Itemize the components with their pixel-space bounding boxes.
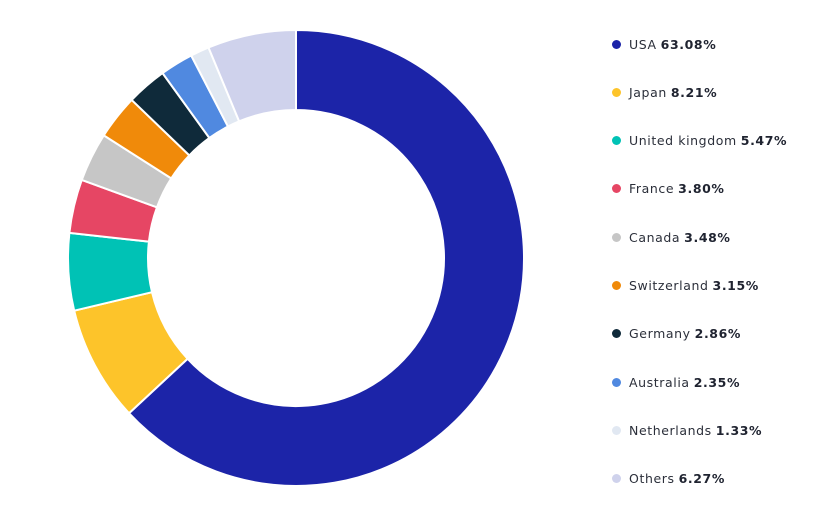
legend-label: Australia bbox=[629, 374, 690, 390]
legend-item-australia: Australia 2.35% bbox=[612, 372, 787, 392]
chart-legend: USA 63.08% Japan 8.21% United kingdom 5.47% Fr… bbox=[612, 34, 787, 517]
legend-label: USA bbox=[629, 36, 657, 52]
legend-value: 3.15% bbox=[712, 277, 759, 293]
legend-dot bbox=[612, 136, 621, 146]
legend-item-japan: Japan 8.21% bbox=[612, 82, 787, 102]
legend-label: Netherlands bbox=[629, 422, 712, 438]
legend-item-united-kingdom: United kingdom 5.47% bbox=[612, 131, 787, 151]
legend-value: 3.48% bbox=[684, 229, 731, 245]
legend-label: Canada bbox=[629, 229, 681, 245]
slice-others bbox=[207, 29, 297, 123]
legend-item-usa: USA 63.08% bbox=[612, 34, 787, 54]
legend-value: 8.21% bbox=[670, 84, 718, 100]
legend-label: United kingdom bbox=[629, 133, 737, 149]
legend-value: 1.33% bbox=[715, 422, 763, 438]
legend-item-netherlands: Netherlands 1.33% bbox=[612, 420, 787, 440]
legend-value: 2.86% bbox=[694, 326, 742, 342]
legend-item-germany: Germany 2.86% bbox=[612, 324, 787, 344]
legend-dot bbox=[612, 87, 621, 97]
legend-item-switzerland: Switzerland 3.15% bbox=[612, 275, 787, 295]
legend-value: 5.47% bbox=[740, 133, 788, 149]
legend-value: 6.27% bbox=[678, 471, 725, 487]
legend-value: 3.80% bbox=[678, 181, 725, 197]
legend-dot bbox=[612, 329, 621, 339]
legend-dot bbox=[612, 280, 621, 290]
legend-item-france: France 3.80% bbox=[612, 179, 787, 199]
legend-label: Japan bbox=[629, 84, 667, 100]
donut-chart bbox=[67, 29, 525, 487]
legend-dot bbox=[612, 39, 621, 49]
legend-label: Germany bbox=[629, 326, 691, 342]
legend-dot bbox=[612, 377, 621, 387]
legend-label: Others bbox=[629, 471, 675, 487]
legend-dot bbox=[612, 474, 621, 484]
legend-label: Switzerland bbox=[629, 277, 709, 293]
slice-usa bbox=[128, 29, 525, 487]
legend-dot bbox=[612, 425, 621, 435]
legend-dot bbox=[612, 184, 621, 194]
legend-dot bbox=[612, 232, 621, 242]
legend-value: 2.35% bbox=[693, 374, 741, 390]
legend-item-canada: Canada 3.48% bbox=[612, 227, 787, 247]
legend-label: France bbox=[629, 181, 675, 197]
legend-value: 63.08% bbox=[660, 36, 717, 52]
legend-item-others: Others 6.27% bbox=[612, 469, 787, 489]
